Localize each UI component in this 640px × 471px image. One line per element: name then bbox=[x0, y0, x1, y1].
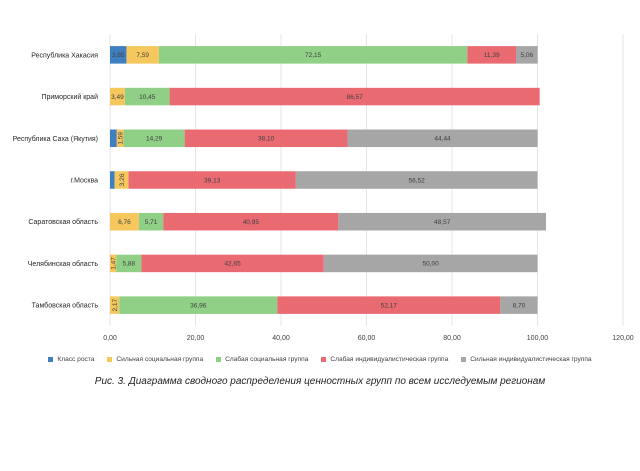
category-label: Республика Хакасия bbox=[31, 51, 98, 59]
x-tick-label: 80,00 bbox=[443, 335, 461, 342]
bar-segment bbox=[119, 296, 278, 314]
legend-item: Класс роста bbox=[48, 356, 94, 363]
bar-segment bbox=[323, 254, 538, 273]
legend-item: Слабая индивидуалистическая группа bbox=[321, 356, 448, 363]
bar-segment bbox=[114, 171, 129, 189]
legend-label: Сильная социальная группа bbox=[116, 356, 204, 363]
data-label: 48,57 bbox=[434, 219, 451, 226]
x-tick-label: 120,00 bbox=[612, 335, 634, 342]
bar-segment bbox=[295, 171, 538, 189]
data-label: 3,85 bbox=[112, 52, 125, 59]
category-label: Челябинская область bbox=[28, 260, 99, 268]
legend-item: Сильная индивидуалистическая группа bbox=[461, 356, 592, 363]
legend-label: Слабая индивидуалистическая группа bbox=[330, 356, 449, 363]
legend-label: Сильная индивидуалистическая группа bbox=[470, 356, 592, 363]
legend-swatch bbox=[107, 357, 113, 362]
bar-segment bbox=[110, 87, 125, 106]
category-label: Республика Саха (Якутия) bbox=[13, 135, 98, 143]
legend: Класс роста Сильная социальная группа Слаб… bbox=[0, 356, 640, 363]
legend-item: Слабая социальная группа bbox=[216, 356, 308, 363]
legend-label: Слабая социальная группа bbox=[225, 356, 309, 363]
data-label: 86,57 bbox=[346, 94, 363, 101]
bar-segment bbox=[110, 212, 139, 231]
bar-segment bbox=[110, 171, 115, 189]
figure-caption: Рис. 3. Диаграмма сводного распределения… bbox=[0, 376, 640, 387]
data-label: 42,65 bbox=[224, 261, 241, 268]
bar-segment bbox=[138, 212, 164, 231]
data-label: 39,13 bbox=[204, 177, 221, 184]
bar-segment bbox=[110, 254, 117, 273]
data-label: 3,26 bbox=[119, 173, 126, 186]
data-label: 2,17 bbox=[112, 298, 119, 311]
data-label: 52,17 bbox=[381, 302, 398, 309]
data-label: 3,49 bbox=[111, 94, 124, 101]
data-labels: 3,85 7,59 72,15 11,39 5,06 3,49 10,45 86,57 1,59… bbox=[110, 52, 533, 311]
x-tick-label: 100,00 bbox=[527, 335, 549, 342]
bar-segment bbox=[184, 129, 348, 148]
bar-segment bbox=[116, 129, 124, 148]
data-label: 5,06 bbox=[521, 52, 534, 59]
caption-label: Рис. 3. bbox=[94, 376, 126, 387]
legend-swatch bbox=[216, 357, 222, 362]
data-label: 10,45 bbox=[139, 94, 156, 101]
x-tick-label: 20,00 bbox=[187, 335, 205, 342]
legend-swatch bbox=[461, 357, 467, 362]
category-label: Приморский край bbox=[41, 93, 98, 101]
bar-segment bbox=[467, 46, 517, 64]
data-label: 44,44 bbox=[434, 136, 451, 143]
bar-segment bbox=[163, 212, 339, 231]
data-label: 56,52 bbox=[409, 177, 426, 184]
legend-swatch bbox=[48, 357, 54, 362]
data-label: 38,10 bbox=[258, 136, 275, 143]
data-label: 1,47 bbox=[110, 257, 117, 270]
bar-segment bbox=[347, 129, 538, 148]
data-label: 5,71 bbox=[145, 219, 158, 226]
x-tick-label: 40,00 bbox=[272, 335, 290, 342]
x-tick-label: 0,00 bbox=[103, 335, 117, 342]
bar-segment bbox=[500, 296, 538, 314]
bar-segment bbox=[128, 171, 296, 189]
bar-segment bbox=[516, 46, 538, 64]
data-label: 1,59 bbox=[117, 132, 124, 145]
data-label: 8,70 bbox=[513, 302, 526, 309]
bar-series bbox=[110, 46, 547, 314]
category-label: Саратовская область bbox=[28, 218, 98, 226]
data-label: 6,76 bbox=[118, 219, 131, 226]
data-label: 40,95 bbox=[243, 219, 260, 226]
category-label: Тамбовская область bbox=[32, 302, 99, 310]
bar-segment bbox=[126, 46, 159, 64]
data-label: 14,29 bbox=[146, 136, 163, 143]
legend-label: Класс роста bbox=[57, 356, 95, 363]
bar-segment bbox=[124, 87, 170, 106]
data-label: 7,59 bbox=[136, 52, 149, 59]
bar-segment bbox=[123, 129, 185, 148]
x-axis-ticks: 0,00 20,00 40,00 60,00 80,00 100,00 120,00 bbox=[103, 335, 634, 342]
data-label: 11,39 bbox=[484, 52, 500, 59]
bar-segment bbox=[277, 296, 501, 314]
data-label: 72,15 bbox=[305, 52, 322, 59]
bar-segment bbox=[116, 254, 142, 273]
bar-segment bbox=[110, 46, 127, 64]
caption-text: Диаграмма сводного распределения ценност… bbox=[128, 376, 546, 387]
bar-segment bbox=[158, 46, 468, 64]
bar-segment bbox=[141, 254, 324, 273]
legend-swatch bbox=[321, 357, 327, 362]
category-label: г.Москва bbox=[70, 178, 98, 185]
x-tick-label: 60,00 bbox=[358, 335, 376, 342]
category-labels: Республика Хакасия Приморский край Республ… bbox=[13, 51, 99, 309]
bar-segment bbox=[338, 212, 547, 231]
data-label: 36,96 bbox=[190, 302, 207, 309]
bar-segment bbox=[169, 87, 540, 106]
legend-item: Сильная социальная группа bbox=[107, 356, 203, 363]
bar-segment bbox=[110, 129, 117, 148]
data-label: 50,00 bbox=[422, 261, 439, 268]
bar-segment bbox=[110, 296, 120, 314]
data-label: 5,88 bbox=[123, 261, 136, 268]
